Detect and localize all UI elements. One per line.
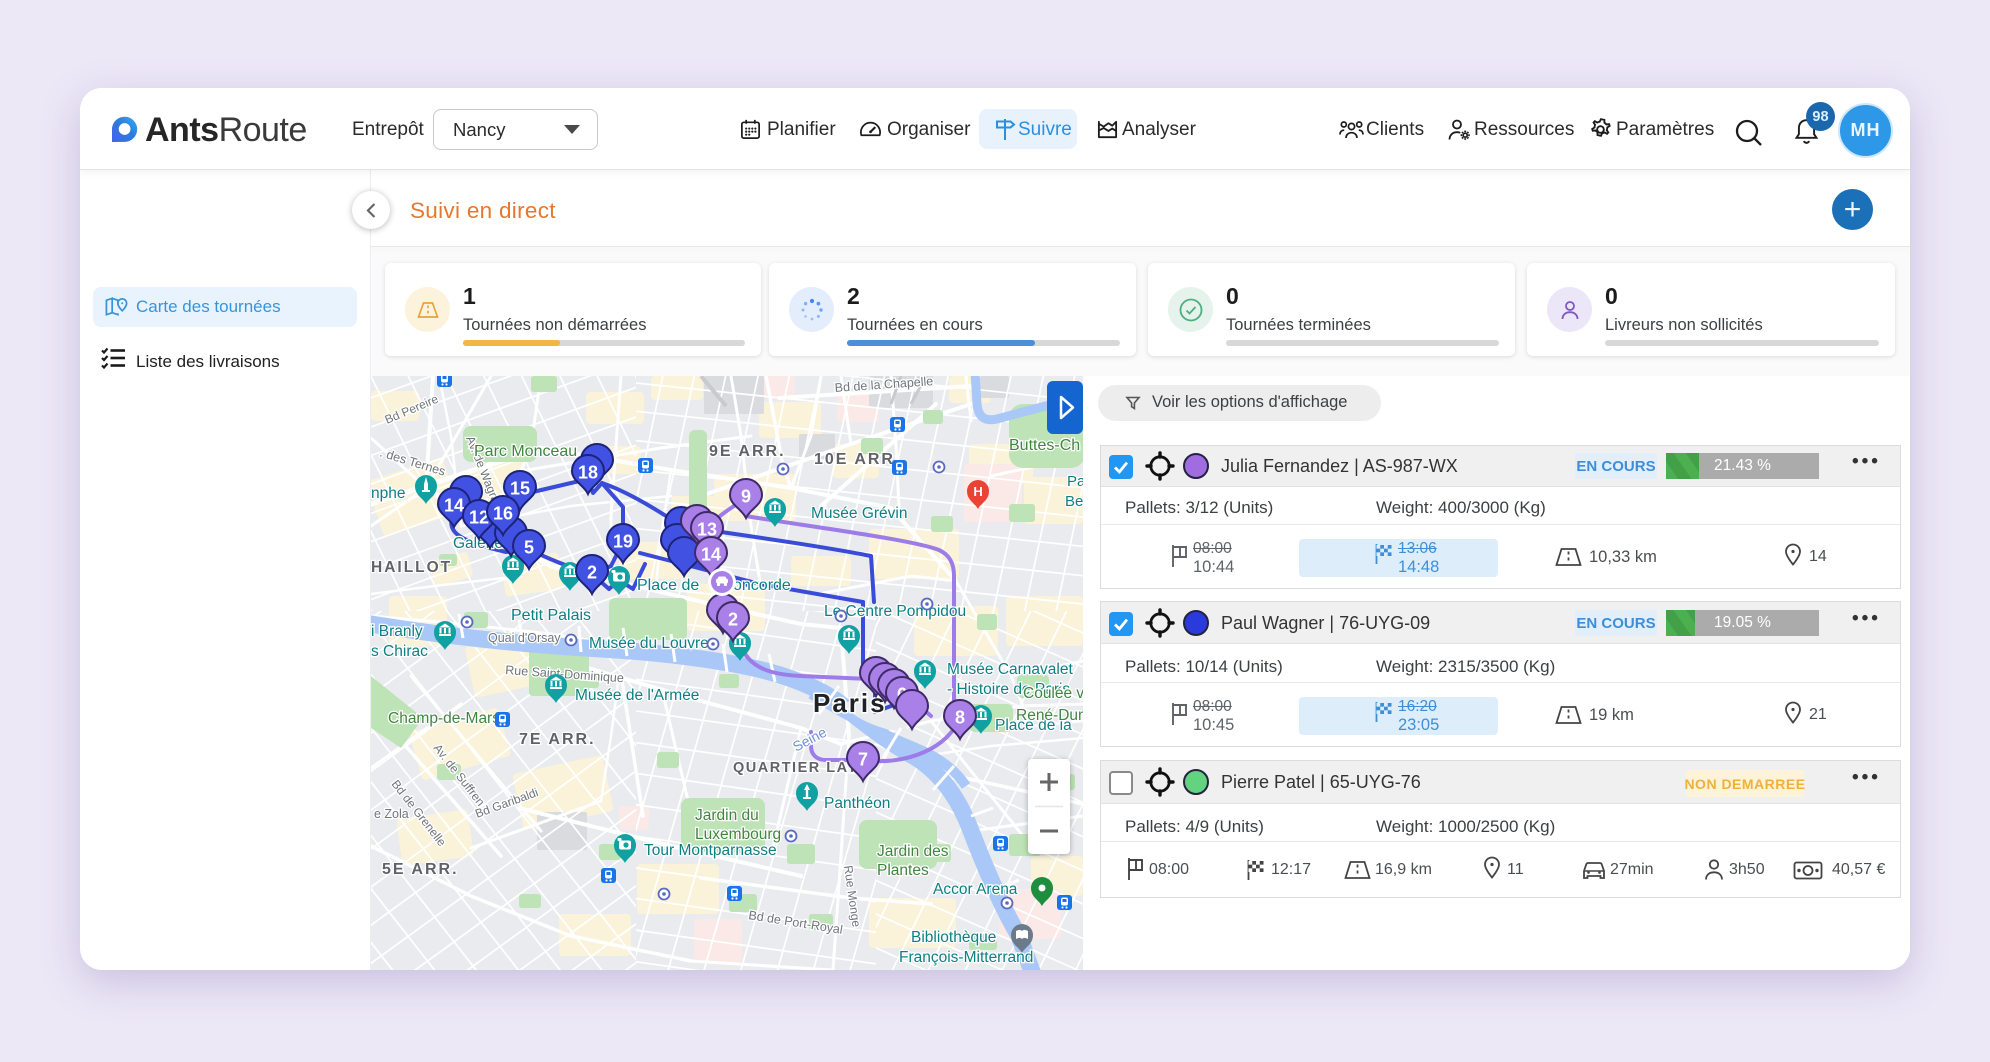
svg-text:s Chirac: s Chirac — [371, 643, 428, 660]
svg-text:5E ARR.: 5E ARR. — [382, 861, 459, 878]
svg-text:7: 7 — [858, 750, 868, 770]
svg-text:5: 5 — [524, 538, 534, 558]
svg-text:Coulée ve: Coulée ve — [1023, 685, 1083, 702]
svg-text:Musée Grévin: Musée Grévin — [811, 505, 907, 522]
svg-text:Bibliothèque: Bibliothèque — [911, 929, 996, 946]
svg-text:Tour Montparnasse: Tour Montparnasse — [644, 842, 777, 859]
svg-text:François-Mitterrand: François-Mitterrand — [899, 949, 1033, 966]
svg-text:Champ-de-Mars: Champ-de-Mars — [388, 710, 500, 727]
svg-text:Quai d'Orsay: Quai d'Orsay — [488, 631, 561, 645]
svg-text:16: 16 — [493, 504, 513, 524]
svg-text:Petit Palais: Petit Palais — [511, 607, 591, 624]
svg-text:Place de la: Place de la — [995, 717, 1072, 734]
svg-text:8: 8 — [955, 708, 965, 728]
svg-text:14: 14 — [701, 545, 721, 565]
svg-text:e Zola: e Zola — [374, 807, 409, 821]
svg-text:7E ARR.: 7E ARR. — [519, 731, 596, 748]
svg-text:Panthéon: Panthéon — [824, 795, 890, 812]
svg-text:Jardin du: Jardin du — [695, 807, 759, 824]
svg-text:Bell: Bell — [1065, 493, 1083, 510]
svg-text:9: 9 — [741, 487, 751, 507]
svg-text:Place de: Place de — [637, 577, 699, 594]
svg-text:Luxembourg: Luxembourg — [695, 826, 781, 843]
svg-text:oncorde: oncorde — [733, 577, 791, 594]
svg-text:Plantes: Plantes — [877, 862, 929, 879]
svg-text:19: 19 — [613, 532, 633, 552]
svg-text:Musée du Louvre: Musée du Louvre — [589, 635, 709, 652]
svg-text:Parc Monceau: Parc Monceau — [474, 443, 577, 460]
svg-text:12: 12 — [469, 508, 489, 528]
svg-text:i Branly: i Branly — [371, 623, 423, 640]
svg-text:René-Dum: René-Dum — [1016, 707, 1083, 724]
svg-text:Par: Par — [1067, 473, 1083, 490]
svg-text:9E ARR.: 9E ARR. — [709, 443, 786, 460]
svg-text:nphe: nphe — [371, 485, 405, 502]
svg-text:Buttes-Ch: Buttes-Ch — [1009, 437, 1080, 454]
svg-text:Accor Arena: Accor Arena — [933, 881, 1018, 898]
svg-text:13: 13 — [697, 520, 717, 540]
svg-text:QUARTIER LAT: QUARTIER LAT — [733, 760, 858, 776]
svg-text:10E ARR.: 10E ARR. — [814, 451, 901, 468]
svg-text:14: 14 — [444, 496, 464, 516]
svg-text:HAILLOT: HAILLOT — [371, 559, 452, 576]
svg-text:Jardin des: Jardin des — [877, 843, 949, 860]
svg-text:Musée de l'Armée: Musée de l'Armée — [575, 687, 699, 704]
svg-text:18: 18 — [578, 463, 598, 483]
svg-text:2: 2 — [587, 563, 597, 583]
svg-text:2: 2 — [728, 610, 738, 630]
svg-text:15: 15 — [510, 479, 530, 499]
svg-text:H: H — [973, 484, 982, 499]
svg-text:Musée Carnavalet: Musée Carnavalet — [947, 661, 1073, 678]
svg-text:- Histoire de Paris: - Histoire de Paris — [947, 681, 1070, 698]
